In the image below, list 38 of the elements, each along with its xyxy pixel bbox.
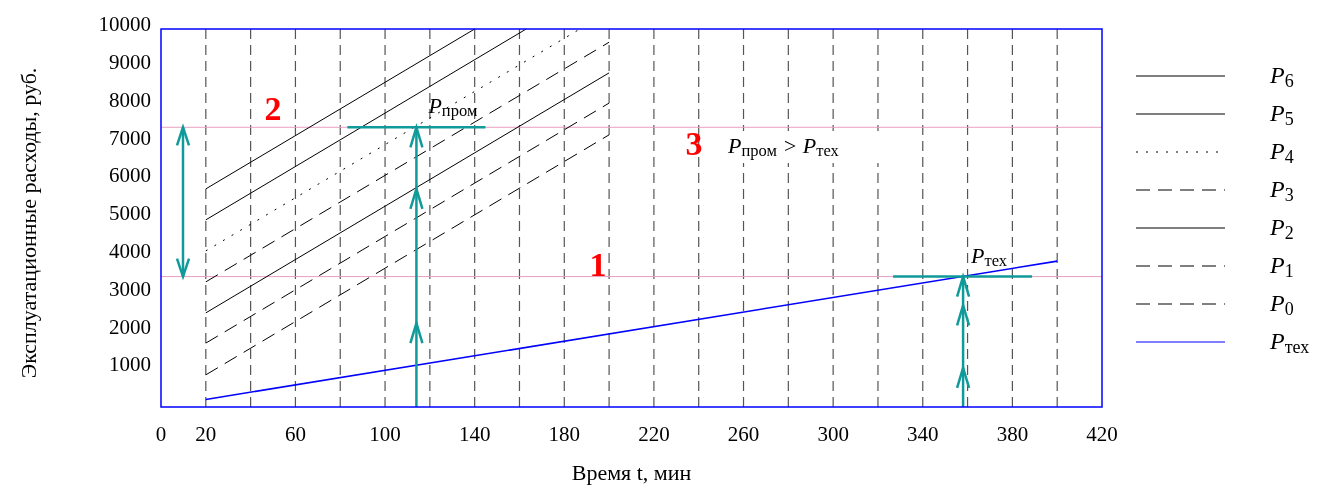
- annotation: 1: [589, 246, 607, 283]
- y-tick-label: 6000: [109, 163, 151, 188]
- annotation: 2: [264, 90, 282, 127]
- legend-label: P$_{5}$: [1269, 100, 1294, 129]
- legend-label: P$_{2}$: [1269, 214, 1294, 243]
- x-tick-label: 20: [195, 422, 217, 446]
- y-tick-label: 10000: [98, 12, 151, 37]
- y-tick-label: 9000: [109, 49, 151, 74]
- y-tick-label: 7000: [109, 125, 151, 150]
- annotation: P$_{пром}$ > P$_{тех}$: [727, 133, 840, 161]
- x-tick-label: 0: [155, 422, 167, 446]
- legend-label: P$_{тех}$: [1269, 328, 1310, 357]
- y-tick-label: 1000: [109, 352, 151, 377]
- annotation: P$_{тех}$: [970, 242, 1008, 270]
- y-tick-label: 3000: [109, 276, 151, 301]
- x-tick-label: 100: [369, 422, 401, 446]
- legend-label: P$_{0}$: [1269, 290, 1294, 319]
- legend-label: P$_{3}$: [1269, 176, 1294, 205]
- x-tick-label: 340: [907, 422, 939, 446]
- x-tick-label: 220: [638, 422, 670, 446]
- x-tick-label: 380: [996, 422, 1029, 446]
- x-tick-label: 420: [1086, 422, 1118, 446]
- legend-label: P$_{4}$: [1269, 138, 1294, 167]
- y-tick-label: 5000: [109, 201, 151, 226]
- y-tick-label: 2000: [109, 314, 151, 339]
- x-axis-title: Время t, мин: [571, 460, 692, 485]
- legend-label: P$_{1}$: [1269, 252, 1294, 281]
- x-tick-label: 300: [817, 422, 849, 446]
- legend-label: P$_{6}$: [1269, 62, 1294, 91]
- x-tick-label: 180: [548, 422, 581, 446]
- x-tick-label: 140: [458, 422, 491, 446]
- x-tick-label: 60: [284, 422, 306, 446]
- y-tick-label: 8000: [109, 87, 151, 112]
- x-tick-label: 260: [727, 422, 760, 446]
- annotation: 3: [685, 125, 703, 162]
- y-axis-title: Эксплуатационные расходы, руб.: [16, 67, 41, 379]
- annotation: P$_{пром}$: [427, 93, 478, 121]
- y-tick-label: 4000: [109, 238, 151, 263]
